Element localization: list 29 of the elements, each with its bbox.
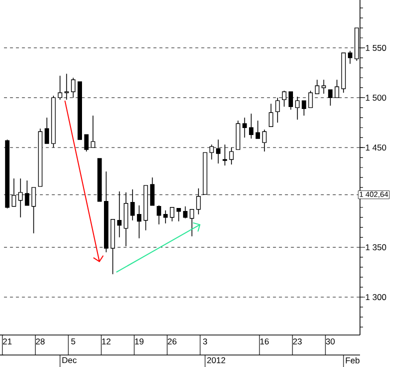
candlestick xyxy=(58,75,62,100)
candlestick xyxy=(295,96,300,120)
y-tick-label: 1 350 xyxy=(366,244,386,250)
x-tick-label: 19 xyxy=(135,338,144,344)
y-tick-label: 1 500 xyxy=(366,94,386,101)
x-tick-label: 30 xyxy=(326,338,335,344)
text: 2012 xyxy=(207,357,226,364)
x-tick-label: 16 xyxy=(260,338,269,344)
x-tick-label: 12 xyxy=(102,338,110,344)
x-tick-label: 3 xyxy=(203,338,208,344)
candlestick xyxy=(262,129,267,152)
x-tick-label: 5 xyxy=(71,338,76,344)
candlestick xyxy=(275,97,280,124)
candlestick xyxy=(222,144,228,166)
candlestick xyxy=(51,95,56,148)
candlestick xyxy=(242,117,247,138)
x-tick-label: 21 xyxy=(3,338,12,344)
x-tick-label: 28 xyxy=(36,338,45,344)
y-tick-label: 1 450 xyxy=(366,144,386,151)
y-tick-label: 1 550 xyxy=(366,44,386,51)
y-tick-label: 1 300 xyxy=(366,294,386,300)
candlestick xyxy=(64,73,69,100)
x-tick-label: 23 xyxy=(293,338,302,344)
x-tick-label: 26 xyxy=(168,338,176,344)
candlestick xyxy=(348,50,352,64)
text: Feb xyxy=(346,357,360,364)
candlestick xyxy=(136,204,142,239)
text: Dec xyxy=(62,357,77,364)
candlestick xyxy=(229,147,234,165)
